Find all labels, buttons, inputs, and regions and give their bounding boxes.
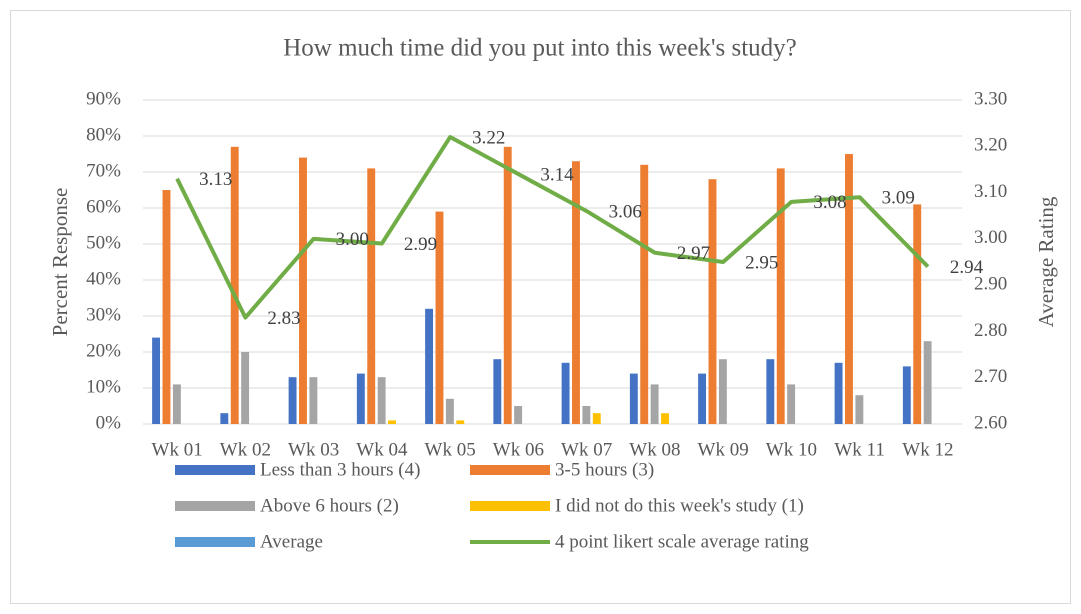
bar — [834, 362, 843, 424]
bar — [503, 146, 512, 425]
bar — [162, 190, 171, 424]
y2-tick-label: 2.70 — [974, 366, 1007, 387]
data-label: 2.94 — [950, 257, 984, 278]
x-tick-label: Wk 02 — [220, 439, 271, 460]
line — [175, 135, 930, 320]
bar — [572, 161, 580, 424]
y-tick-label: 50% — [86, 232, 121, 253]
y-tick-label: 10% — [86, 376, 121, 397]
y-tick-label: 90% — [86, 88, 121, 109]
bar — [629, 373, 638, 424]
y2-tick-label: 3.30 — [974, 88, 1007, 109]
bar — [766, 359, 775, 424]
bar — [445, 398, 454, 424]
bar — [650, 384, 659, 424]
bar — [787, 384, 796, 424]
data-label: 3.14 — [540, 164, 574, 185]
data-label: 3.22 — [472, 127, 505, 148]
bar — [923, 341, 932, 424]
bar — [435, 211, 444, 424]
bar — [582, 406, 591, 424]
legend-swatch — [175, 537, 255, 547]
chart-title: How much time did you put into this week… — [283, 35, 797, 62]
y-axis-title: Percent Response — [48, 188, 72, 337]
bar — [367, 168, 376, 424]
data-label: 2.95 — [745, 252, 778, 273]
bar — [845, 154, 853, 424]
bar — [456, 420, 465, 424]
legend-label: Less than 3 hours (4) — [260, 459, 420, 480]
data-label: 3.09 — [882, 188, 915, 209]
y2-tick-label: 3.10 — [974, 181, 1007, 202]
bar — [288, 377, 297, 424]
x-tick-label: Wk 12 — [902, 439, 953, 460]
y-tick-label: 20% — [86, 340, 121, 361]
y2-tick-label: 2.60 — [974, 412, 1007, 433]
legend-swatch — [470, 501, 550, 511]
x-tick-label: Wk 08 — [629, 439, 680, 460]
y2-tick-label: 3.00 — [974, 227, 1007, 248]
y2-tick-label: 2.90 — [974, 274, 1007, 295]
data-label: 2.99 — [404, 234, 437, 255]
bar — [913, 204, 922, 424]
bar — [592, 413, 601, 424]
bar — [902, 366, 911, 424]
y-tick-label: 70% — [86, 160, 121, 181]
x-tick-label: Wk 09 — [698, 439, 749, 460]
bar — [356, 373, 365, 424]
bar — [299, 157, 307, 424]
legend-label: Average — [260, 531, 323, 552]
bar — [698, 373, 707, 424]
x-tick-label: Wk 07 — [561, 439, 612, 460]
bar — [388, 420, 396, 424]
legend-swatch — [175, 465, 255, 475]
bar — [708, 179, 717, 424]
bar — [855, 395, 864, 424]
data-label: 3.06 — [609, 201, 642, 222]
bar — [230, 146, 239, 425]
data-label: 3.08 — [813, 192, 846, 213]
bar — [561, 362, 570, 424]
x-tick-label: Wk 04 — [356, 439, 408, 460]
legend-swatch — [470, 465, 550, 475]
x-tick-label: Wk 01 — [152, 439, 203, 460]
y-tick-label: 60% — [86, 196, 121, 217]
y-tick-label: 40% — [86, 268, 121, 289]
legend-label: 4 point likert scale average rating — [555, 531, 809, 552]
x-tick-label: Wk 03 — [288, 439, 339, 460]
x-tick-label: Wk 10 — [766, 439, 817, 460]
bar — [493, 359, 502, 424]
bar — [776, 168, 785, 424]
data-label: 2.97 — [677, 243, 710, 264]
bar — [661, 413, 669, 424]
legend-swatch — [175, 501, 255, 511]
bar — [425, 308, 434, 424]
bar — [241, 352, 250, 424]
legend-label: Above 6 hours (2) — [260, 495, 399, 516]
data-label: 2.83 — [267, 308, 300, 329]
y-tick-label: 30% — [86, 304, 121, 325]
y2-axis-title: Average Rating — [1034, 196, 1058, 327]
y2-tick-label: 2.80 — [974, 320, 1007, 341]
bar — [514, 406, 523, 424]
y-tick-label: 80% — [86, 124, 121, 145]
bar — [377, 377, 386, 424]
data-label: 3.13 — [199, 169, 232, 190]
y-tick-label: 0% — [96, 412, 122, 433]
legend-label: I did not do this week's study (1) — [555, 495, 804, 516]
bar — [640, 164, 649, 425]
bar — [220, 413, 229, 424]
bar — [152, 337, 161, 424]
y2-tick-label: 3.20 — [974, 135, 1007, 156]
x-tick-label: Wk 05 — [425, 439, 476, 460]
bar — [309, 377, 318, 424]
x-tick-label: Wk 06 — [493, 439, 544, 460]
x-tick-label: Wk 11 — [834, 439, 884, 460]
legend-label: 3-5 hours (3) — [555, 459, 654, 480]
bar — [718, 359, 727, 424]
data-label: 3.00 — [336, 229, 369, 250]
bar — [172, 384, 181, 424]
